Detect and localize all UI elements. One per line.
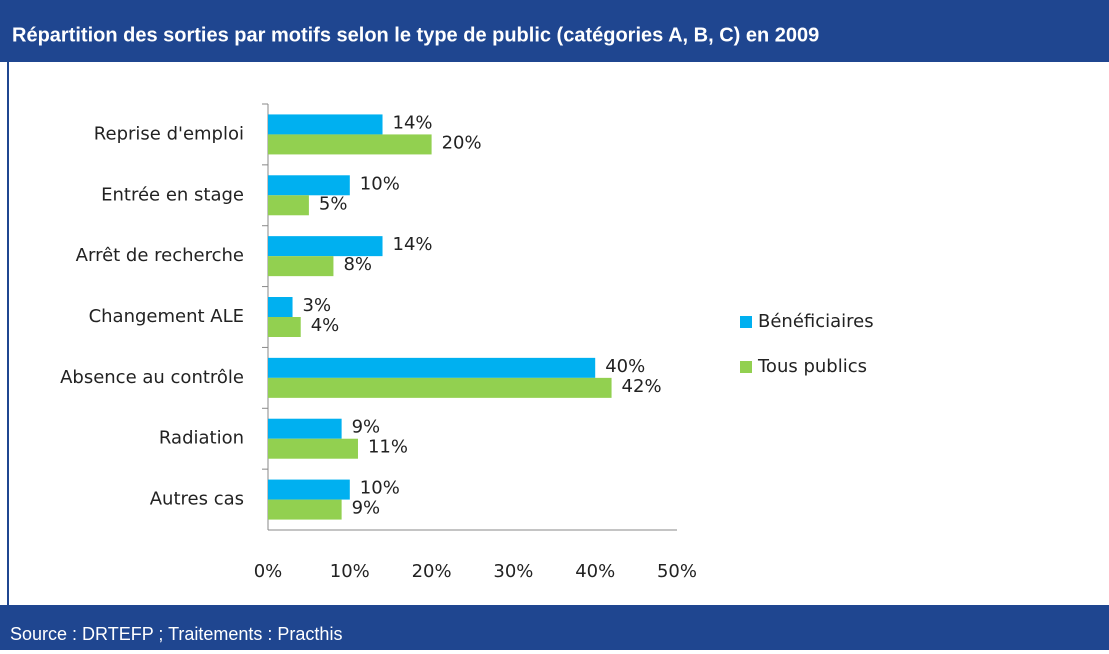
bar xyxy=(268,438,358,459)
data-label: 9% xyxy=(352,417,381,438)
bar xyxy=(268,236,383,257)
bar xyxy=(268,175,350,196)
bar xyxy=(268,479,350,500)
x-tick-label: 10% xyxy=(330,561,370,582)
y-tick-label: Arrêt de recherche xyxy=(76,245,244,266)
legend-swatch xyxy=(740,361,752,373)
data-label: 5% xyxy=(319,193,348,214)
data-label: 9% xyxy=(352,498,381,519)
x-tick-label: 30% xyxy=(493,561,533,582)
chart-title: Répartition des sorties par motifs selon… xyxy=(12,24,819,46)
data-label: 4% xyxy=(311,315,340,336)
bar xyxy=(268,317,301,337)
y-tick-label: Autres cas xyxy=(150,489,244,510)
legend-label: Bénéficiaires xyxy=(758,311,874,332)
y-tick-label: Absence au contrôle xyxy=(60,367,244,388)
x-tick-label: 20% xyxy=(412,561,452,582)
data-label: 40% xyxy=(605,356,645,377)
source: Source : DRTEFP ; Traitements : Practhis xyxy=(10,624,342,644)
bar xyxy=(268,134,432,155)
data-label: 42% xyxy=(622,376,662,397)
y-tick-label: Radiation xyxy=(159,428,244,449)
legend-label: Tous publics xyxy=(757,356,867,377)
data-label: 8% xyxy=(343,254,372,275)
y-tick-label: Reprise d'emploi xyxy=(94,123,244,144)
bar xyxy=(268,297,293,317)
bar xyxy=(268,195,309,216)
data-label: 11% xyxy=(368,437,408,458)
y-tick-label: Entrée en stage xyxy=(101,184,244,205)
legend-swatch xyxy=(740,316,752,328)
bar xyxy=(268,114,383,135)
x-tick-label: 40% xyxy=(575,561,615,582)
y-tick-label: Changement ALE xyxy=(89,306,244,327)
data-label: 3% xyxy=(303,295,332,316)
data-label: 10% xyxy=(360,173,400,194)
title-bar xyxy=(0,0,1109,62)
data-label: 10% xyxy=(360,478,400,499)
footer-bar xyxy=(0,605,1109,650)
x-tick-label: 50% xyxy=(657,561,697,582)
data-label: 14% xyxy=(393,234,433,255)
bar xyxy=(268,256,334,277)
bar xyxy=(268,377,612,398)
bar xyxy=(268,499,342,520)
bar xyxy=(268,418,342,439)
x-tick-label: 0% xyxy=(254,561,283,582)
data-label: 14% xyxy=(393,112,433,133)
bar xyxy=(268,357,596,378)
data-label: 20% xyxy=(442,132,482,153)
